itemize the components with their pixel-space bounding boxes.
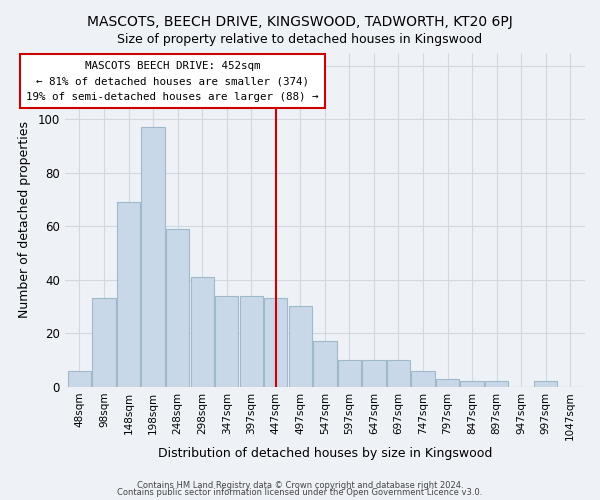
Bar [264, 298, 287, 386]
Bar [92, 298, 116, 386]
Text: MASCOTS, BEECH DRIVE, KINGSWOOD, TADWORTH, KT20 6PJ: MASCOTS, BEECH DRIVE, KINGSWOOD, TADWORT… [87, 15, 513, 29]
Bar [338, 360, 361, 386]
Bar [387, 360, 410, 386]
Bar [142, 128, 165, 386]
Text: MASCOTS BEECH DRIVE: 452sqm
← 81% of detached houses are smaller (374)
19% of se: MASCOTS BEECH DRIVE: 452sqm ← 81% of det… [26, 60, 319, 102]
Bar [436, 378, 459, 386]
Bar [485, 381, 508, 386]
Bar [215, 296, 238, 386]
Bar [239, 296, 263, 386]
Bar [68, 370, 91, 386]
Bar [166, 229, 189, 386]
Text: Contains public sector information licensed under the Open Government Licence v3: Contains public sector information licen… [118, 488, 482, 497]
Bar [362, 360, 386, 386]
Bar [289, 306, 312, 386]
Bar [191, 277, 214, 386]
Text: Size of property relative to detached houses in Kingswood: Size of property relative to detached ho… [118, 32, 482, 46]
Bar [460, 381, 484, 386]
Text: Contains HM Land Registry data © Crown copyright and database right 2024.: Contains HM Land Registry data © Crown c… [137, 480, 463, 490]
Bar [412, 370, 434, 386]
Y-axis label: Number of detached properties: Number of detached properties [17, 121, 31, 318]
Bar [117, 202, 140, 386]
Bar [534, 381, 557, 386]
Bar [313, 341, 337, 386]
X-axis label: Distribution of detached houses by size in Kingswood: Distribution of detached houses by size … [158, 447, 492, 460]
